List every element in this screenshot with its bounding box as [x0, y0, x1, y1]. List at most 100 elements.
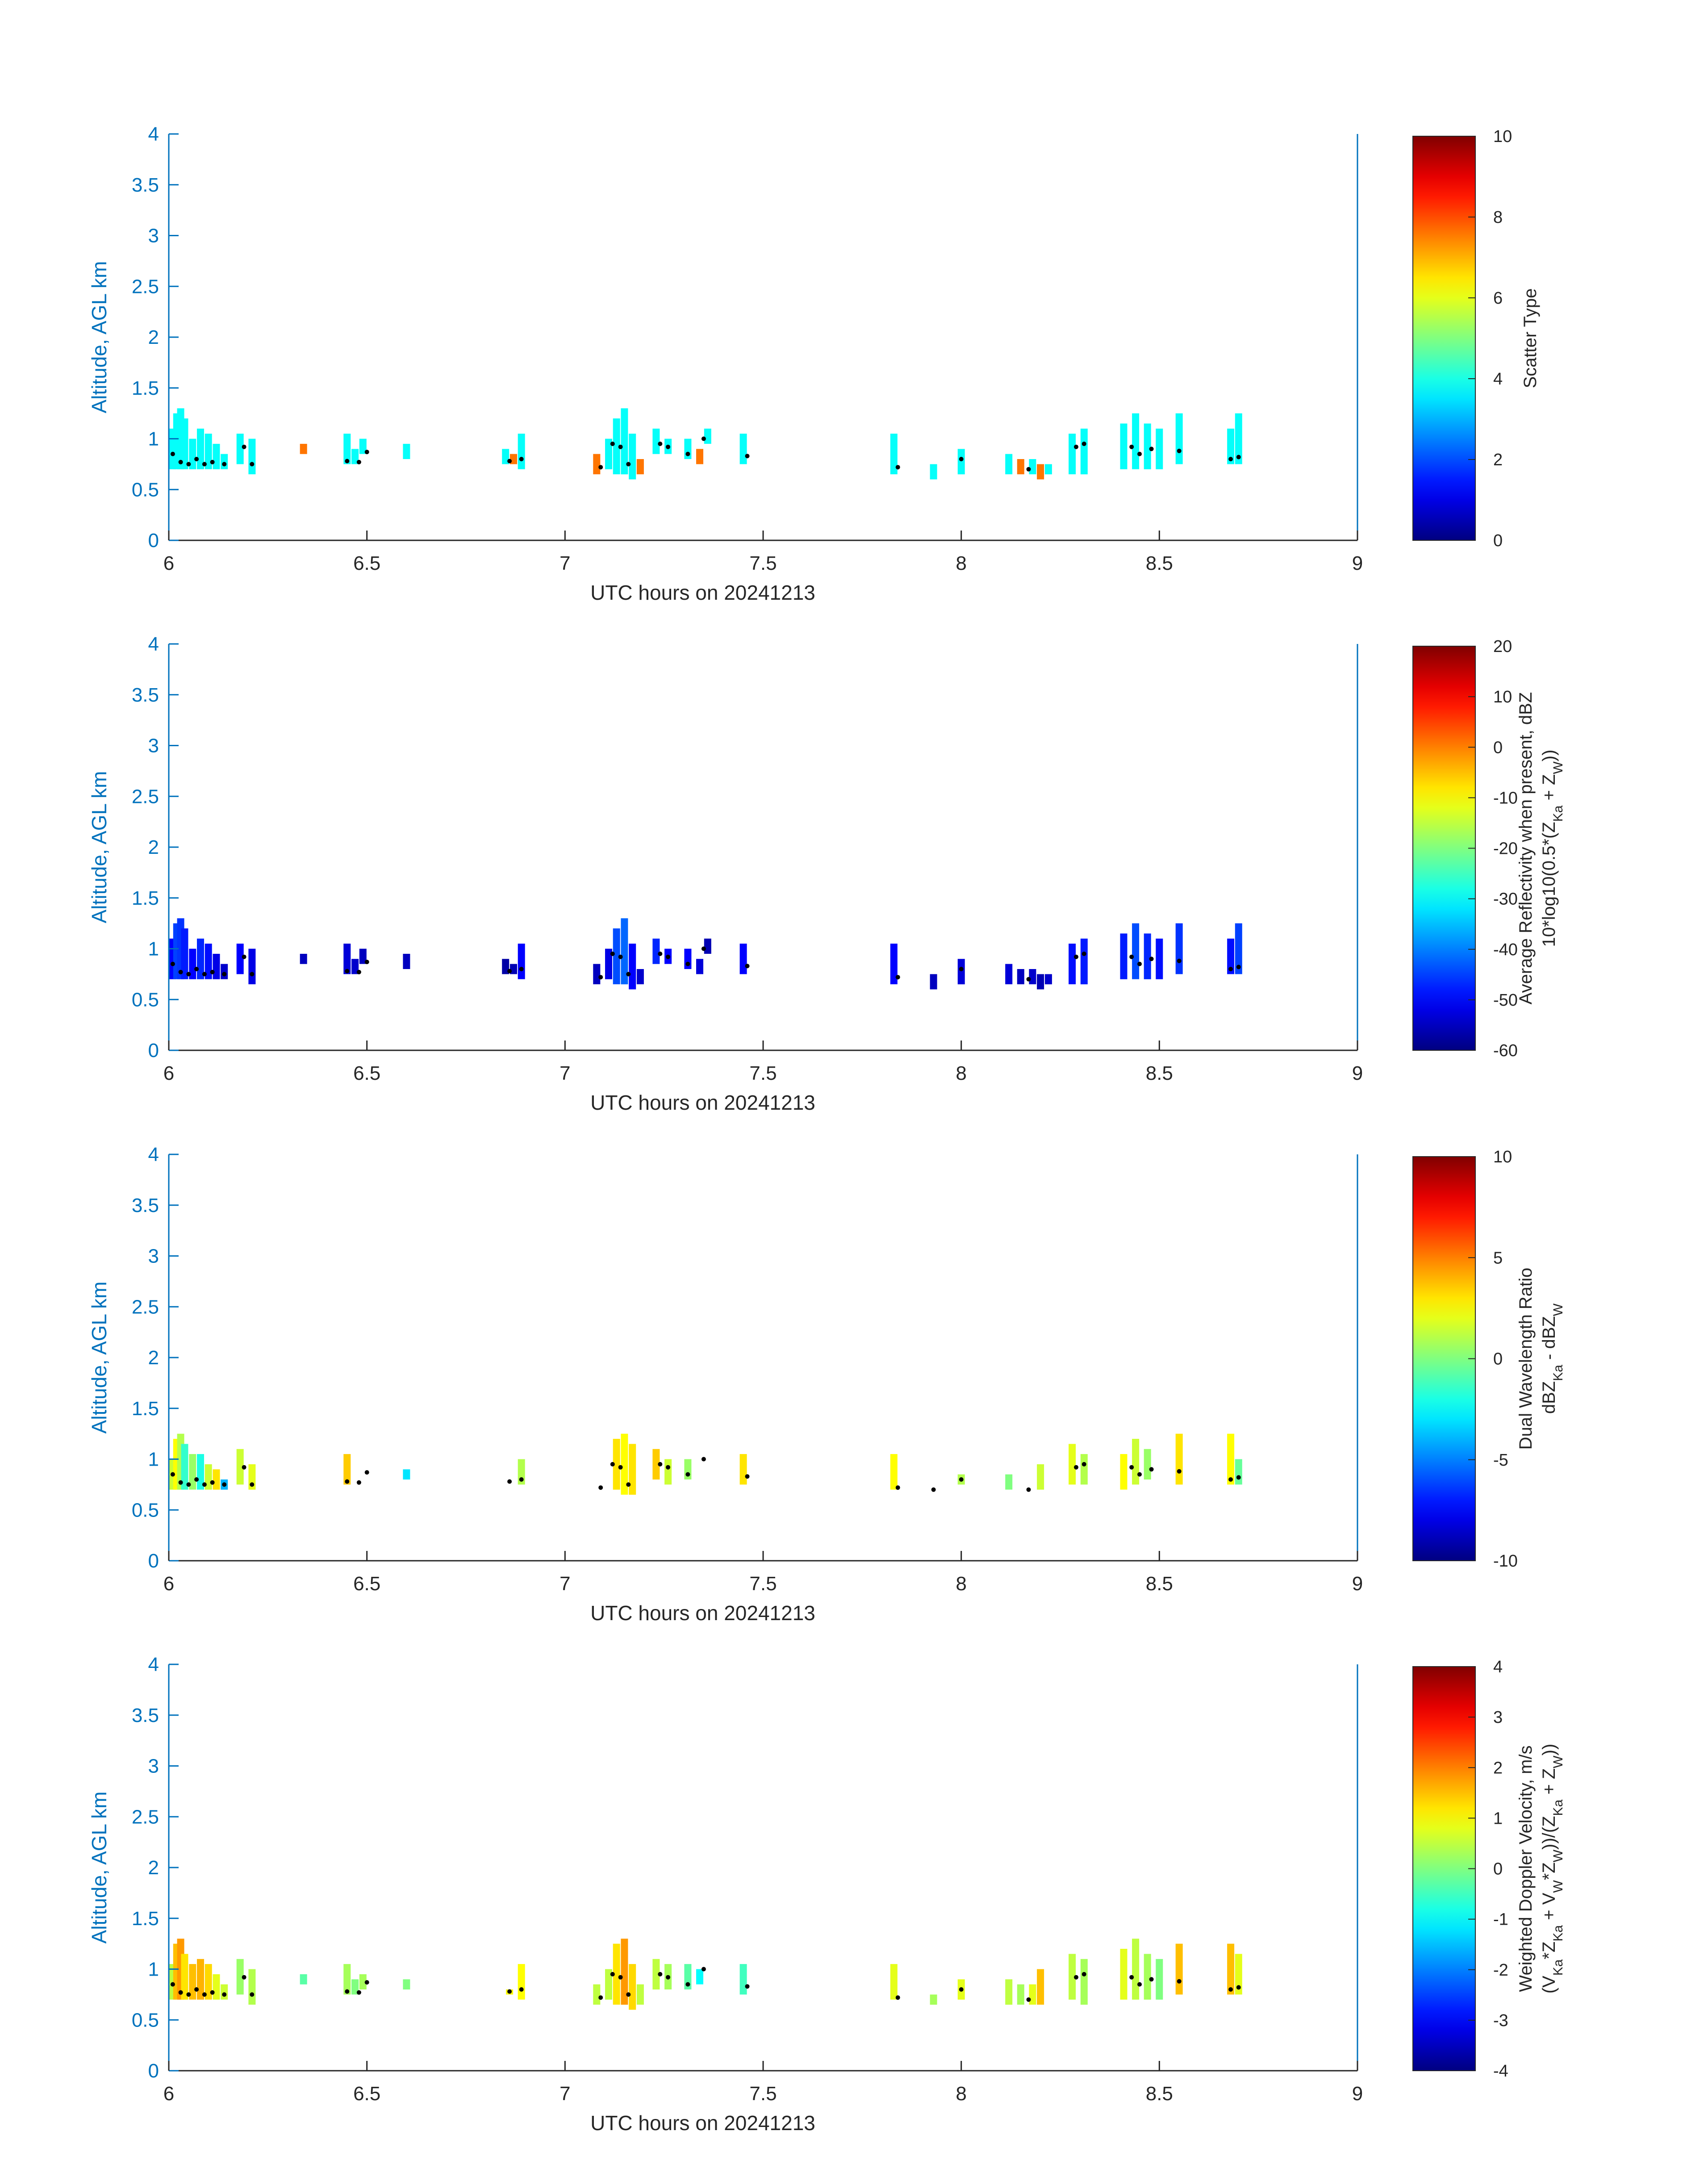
- data-cell: [221, 964, 228, 979]
- data-cell: [359, 949, 367, 964]
- data-cell: [890, 434, 898, 475]
- marker-point: [959, 457, 964, 461]
- data-cell: [300, 953, 307, 964]
- data-cell: [1069, 944, 1076, 985]
- marker-point: [178, 969, 183, 974]
- data-cell: [1144, 1954, 1151, 2000]
- data-cell: [636, 459, 644, 475]
- y-tick-label: 4: [148, 1654, 159, 1676]
- marker-point: [598, 465, 603, 470]
- y-tick-label: 2: [148, 1347, 159, 1369]
- marker-point: [364, 1980, 369, 1985]
- data-cell: [739, 434, 747, 464]
- data-cell: [221, 454, 228, 469]
- marker-point: [1228, 967, 1233, 971]
- data-cell: [652, 428, 660, 454]
- x-tick-label: 8: [956, 552, 966, 574]
- data-cell: [1156, 428, 1163, 469]
- colorbar-tick-label: 3: [1493, 1708, 1503, 1727]
- x-tick-label: 7.5: [749, 2083, 777, 2105]
- data-cell: [1029, 459, 1036, 475]
- marker-point: [222, 1482, 227, 1487]
- data-cell: [359, 439, 367, 454]
- data-cell: [213, 1974, 220, 2000]
- x-tick-label: 6.5: [353, 2083, 380, 2105]
- x-tick-label: 6.5: [353, 1062, 380, 1084]
- marker-point: [1137, 451, 1142, 456]
- data-cell: [197, 1454, 204, 1490]
- data-cell: [613, 1943, 620, 2005]
- y-tick-label: 3: [148, 225, 159, 247]
- marker-point: [1129, 1465, 1134, 1470]
- data-cell: [593, 964, 601, 985]
- marker-point: [202, 1992, 207, 1997]
- y-tick-label: 2.5: [132, 1296, 159, 1318]
- x-tick-label: 8: [956, 1062, 966, 1084]
- data-cell: [1037, 974, 1044, 990]
- y-tick-label: 0.5: [132, 1499, 159, 1521]
- data-cell: [343, 434, 351, 464]
- colorbar-tick-label: 6: [1493, 289, 1503, 308]
- marker-point: [364, 960, 369, 965]
- marker-point: [666, 954, 670, 959]
- marker-point: [931, 1487, 936, 1492]
- marker-point: [178, 1990, 183, 1995]
- marker-point: [507, 459, 512, 464]
- data-cell: [1017, 1984, 1024, 2005]
- x-tick-label: 7: [560, 552, 570, 574]
- y-tick-label: 3: [148, 1245, 159, 1267]
- data-cell: [236, 944, 244, 974]
- marker-point: [250, 1992, 255, 1997]
- y-tick-label: 0: [148, 1550, 159, 1572]
- colorbar-tick-label: -3: [1493, 2011, 1508, 2030]
- marker-point: [895, 1485, 900, 1490]
- colorbar-tick-label: -4: [1493, 2062, 1508, 2081]
- marker-point: [202, 1482, 207, 1487]
- marker-point: [598, 1995, 603, 2000]
- marker-point: [356, 969, 361, 974]
- marker-point: [1236, 1985, 1241, 1990]
- data-cell: [629, 1444, 636, 1495]
- marker-point: [1129, 954, 1134, 959]
- data-cell: [189, 439, 196, 469]
- y-tick-label: 1: [148, 428, 159, 450]
- data-cell: [696, 959, 703, 974]
- data-cell: [1227, 938, 1235, 974]
- colorbar-tick-label: 0: [1493, 1350, 1503, 1369]
- data-cell: [1227, 428, 1235, 464]
- data-cell: [739, 944, 747, 974]
- data-cell: [1175, 923, 1183, 974]
- y-tick-label: 1.5: [132, 1398, 159, 1420]
- y-tick-label: 3: [148, 1755, 159, 1777]
- data-cell: [652, 1959, 660, 1990]
- y-tick-label: 1.5: [132, 887, 159, 909]
- data-cell: [205, 1464, 212, 1490]
- data-cell: [189, 1454, 196, 1490]
- data-cell: [1017, 459, 1024, 475]
- x-tick-label: 8.5: [1146, 1062, 1173, 1084]
- data-cell: [236, 1449, 244, 1485]
- data-cell: [205, 1964, 212, 2000]
- y-tick-label: 3.5: [132, 1195, 159, 1216]
- panel-2: 0 0.5 1 1.5 2 2.5 3 3.5 4 6 6.5 7 7.5 8 8.5 9 UTC hours …: [88, 633, 1566, 1114]
- marker-point: [658, 1972, 663, 1976]
- marker-point: [685, 451, 690, 456]
- marker-point: [242, 954, 246, 959]
- marker-point: [178, 460, 183, 464]
- marker-point: [666, 1465, 670, 1470]
- data-cell: [181, 1444, 188, 1490]
- x-tick-label: 7.5: [749, 552, 777, 574]
- data-cell: [704, 428, 711, 444]
- data-cell: [1005, 1474, 1013, 1490]
- marker-point: [618, 1975, 623, 1980]
- data-cell: [189, 949, 196, 979]
- data-cell: [205, 434, 212, 469]
- data-cell: [351, 959, 359, 974]
- marker-point: [1137, 1472, 1142, 1477]
- marker-point: [1228, 1477, 1233, 1482]
- data-cell: [502, 959, 509, 974]
- data-cell: [593, 454, 601, 475]
- y-tick-label: 0: [148, 2060, 159, 2082]
- marker-point: [1074, 1975, 1078, 1980]
- data-cell: [403, 953, 410, 969]
